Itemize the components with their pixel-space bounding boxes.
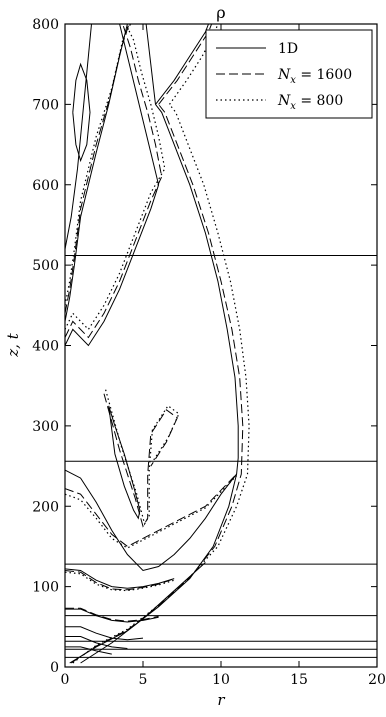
series-0-line-11 xyxy=(65,646,112,655)
series-0-line-20 xyxy=(155,24,209,105)
legend-label-0: 1D xyxy=(278,41,298,57)
y-tick-label-0: 0 xyxy=(50,660,59,676)
y-tick-label-1: 100 xyxy=(32,580,59,596)
series-0-line-21 xyxy=(145,24,156,105)
y-axis-label: z, t xyxy=(4,332,22,357)
series-0-line-7 xyxy=(65,568,175,589)
series-0-line-18 xyxy=(72,62,91,163)
plot-frame xyxy=(64,23,378,668)
series-2-line-1 xyxy=(72,104,250,664)
series-0-line-10 xyxy=(65,636,128,649)
series-2-line-3 xyxy=(105,389,180,526)
series-0-line-14 xyxy=(65,469,237,572)
y-tick-label-5: 500 xyxy=(32,258,59,274)
x-tick-label-2: 10 xyxy=(212,672,230,688)
legend-label-2: Nx = 800 xyxy=(277,93,343,112)
series-0-line-15 xyxy=(108,405,141,520)
legend-label-1: Nx = 1600 xyxy=(277,67,352,86)
x-tick-label-0: 0 xyxy=(61,672,70,688)
y-tick-label-8: 800 xyxy=(32,17,59,33)
x-tick-label-4: 20 xyxy=(368,672,386,688)
series-1-line-7 xyxy=(158,24,213,105)
series-1-line-5 xyxy=(65,24,163,339)
y-tick-label-7: 700 xyxy=(32,97,59,113)
series-0-line-16 xyxy=(65,24,160,347)
x-axis-label: r xyxy=(217,691,225,709)
x-tick-label-1: 5 xyxy=(139,672,148,688)
series-0-line-9 xyxy=(65,626,144,641)
y-tick-label-3: 300 xyxy=(32,419,59,435)
series-1-line-6 xyxy=(65,24,130,314)
series-1-line-0 xyxy=(65,570,175,591)
y-tick-label-4: 400 xyxy=(32,339,59,355)
series-2-line-2 xyxy=(65,475,238,549)
y-tick-label-2: 200 xyxy=(32,499,59,515)
series-2-line-4 xyxy=(65,24,166,331)
series-2-line-0 xyxy=(65,571,175,592)
series-0-line-12 xyxy=(69,104,239,664)
series-0-line-8 xyxy=(65,608,159,623)
legend: 1D Nx = 1600 Nx = 800 xyxy=(205,29,373,119)
series-0-line-17 xyxy=(65,24,128,322)
x-tick-label-3: 15 xyxy=(290,672,308,688)
series-0-line-13 xyxy=(80,562,206,664)
series-1-line-2 xyxy=(70,104,244,664)
plot-area xyxy=(65,24,377,664)
series-1-line-4 xyxy=(103,393,178,528)
series-0-line-19 xyxy=(65,24,92,250)
chart-title: ρ xyxy=(216,3,225,22)
series-1-line-1 xyxy=(65,607,159,622)
y-tick-label-6: 600 xyxy=(32,178,59,194)
